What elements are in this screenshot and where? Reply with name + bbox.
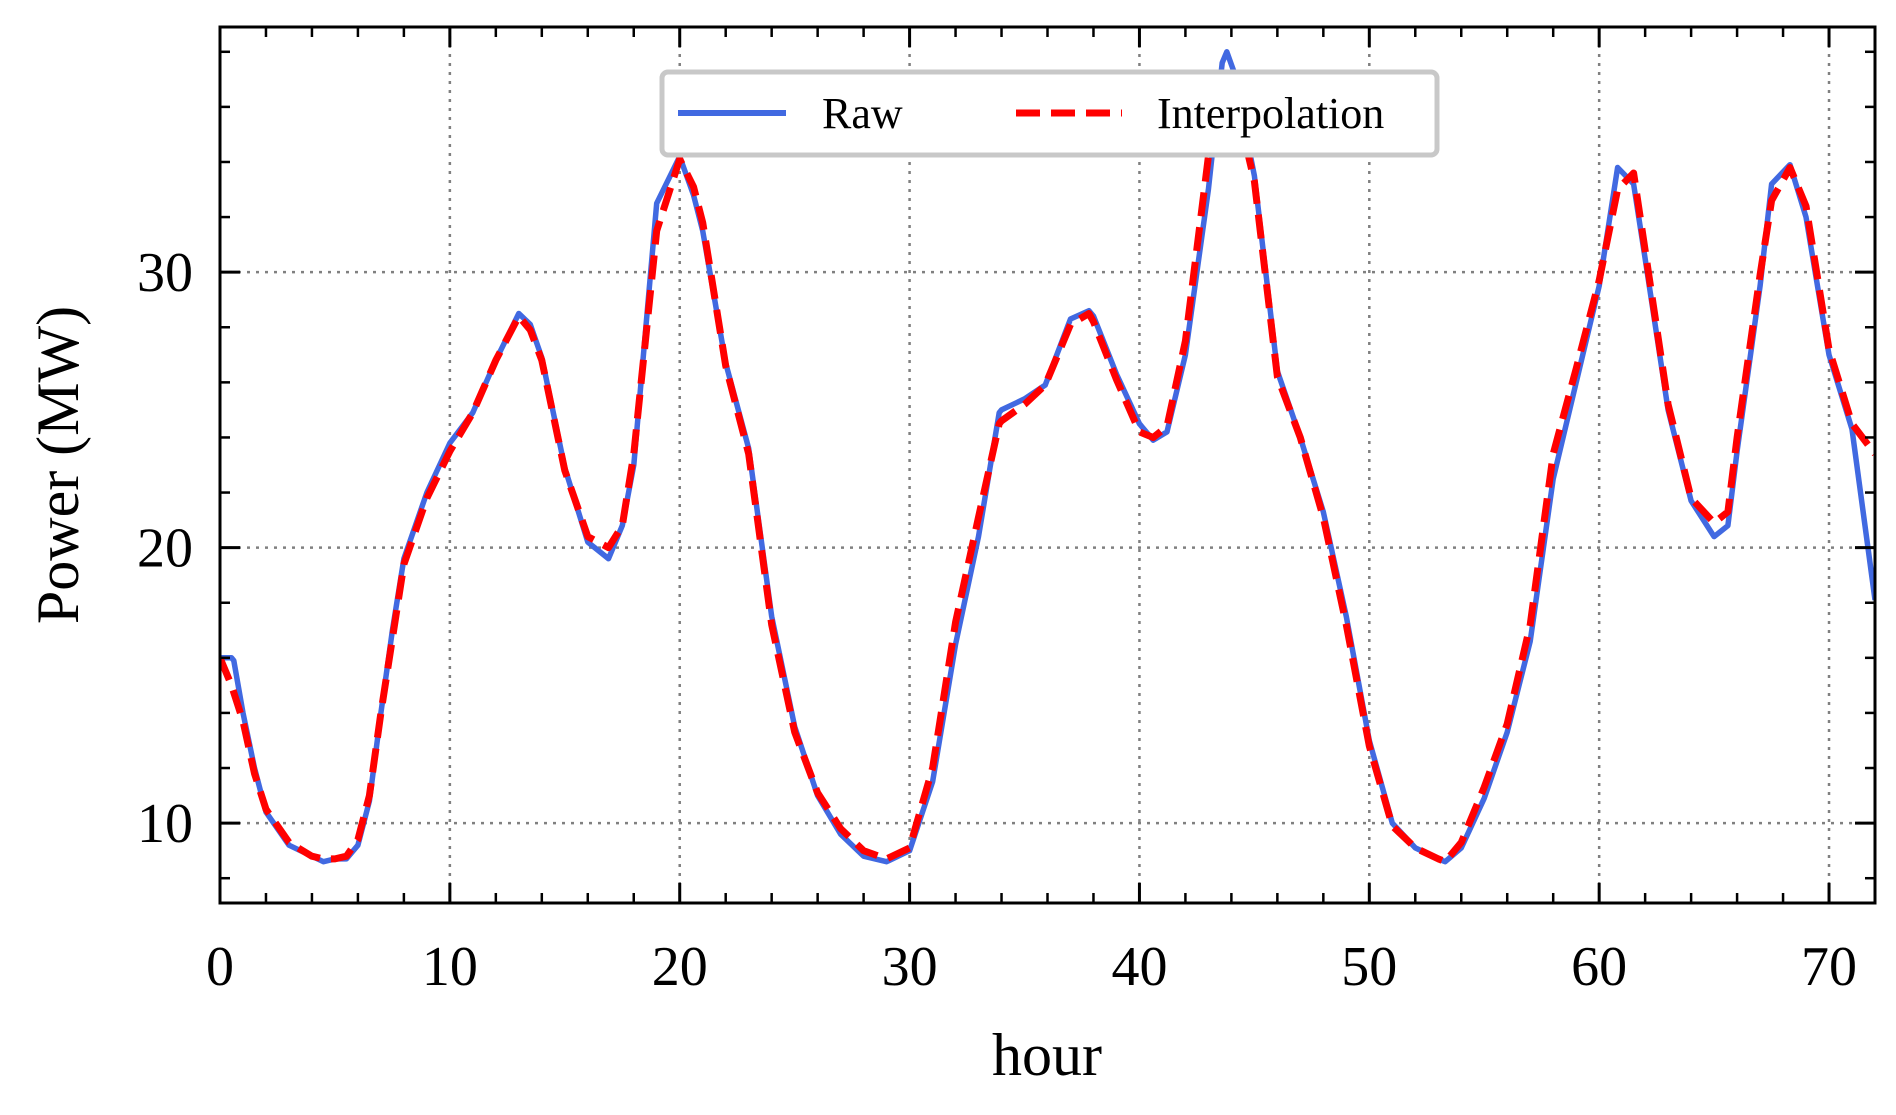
series-line-interpolation — [220, 75, 1875, 866]
x-axis-label: hour — [992, 1022, 1102, 1088]
series-layer — [220, 49, 1875, 866]
x-tick-label: 60 — [1571, 936, 1627, 998]
tick-labels: 0 10 20 30 40 50 60 70 10 20 30 — [137, 242, 1857, 998]
legend-box — [659, 69, 1440, 158]
y-tick-label: 10 — [137, 793, 193, 855]
y-tick-label: 20 — [137, 518, 193, 580]
plot-frame — [218, 25, 1877, 905]
legend-label-interpolation: Interpolation — [1157, 89, 1384, 138]
y-axis-label: Power (MW) — [25, 306, 91, 624]
y-tick-label: 30 — [137, 242, 193, 304]
x-tick-label: 40 — [1111, 936, 1167, 998]
x-tick-label: 30 — [882, 936, 938, 998]
x-tick-label: 20 — [652, 936, 708, 998]
x-tick-label: 0 — [206, 936, 234, 998]
x-tick-label: 70 — [1801, 936, 1857, 998]
legend: Raw Interpolation — [659, 69, 1440, 158]
x-tick-label: 50 — [1341, 936, 1397, 998]
x-tick-label: 10 — [422, 936, 478, 998]
legend-label-raw: Raw — [822, 89, 903, 138]
